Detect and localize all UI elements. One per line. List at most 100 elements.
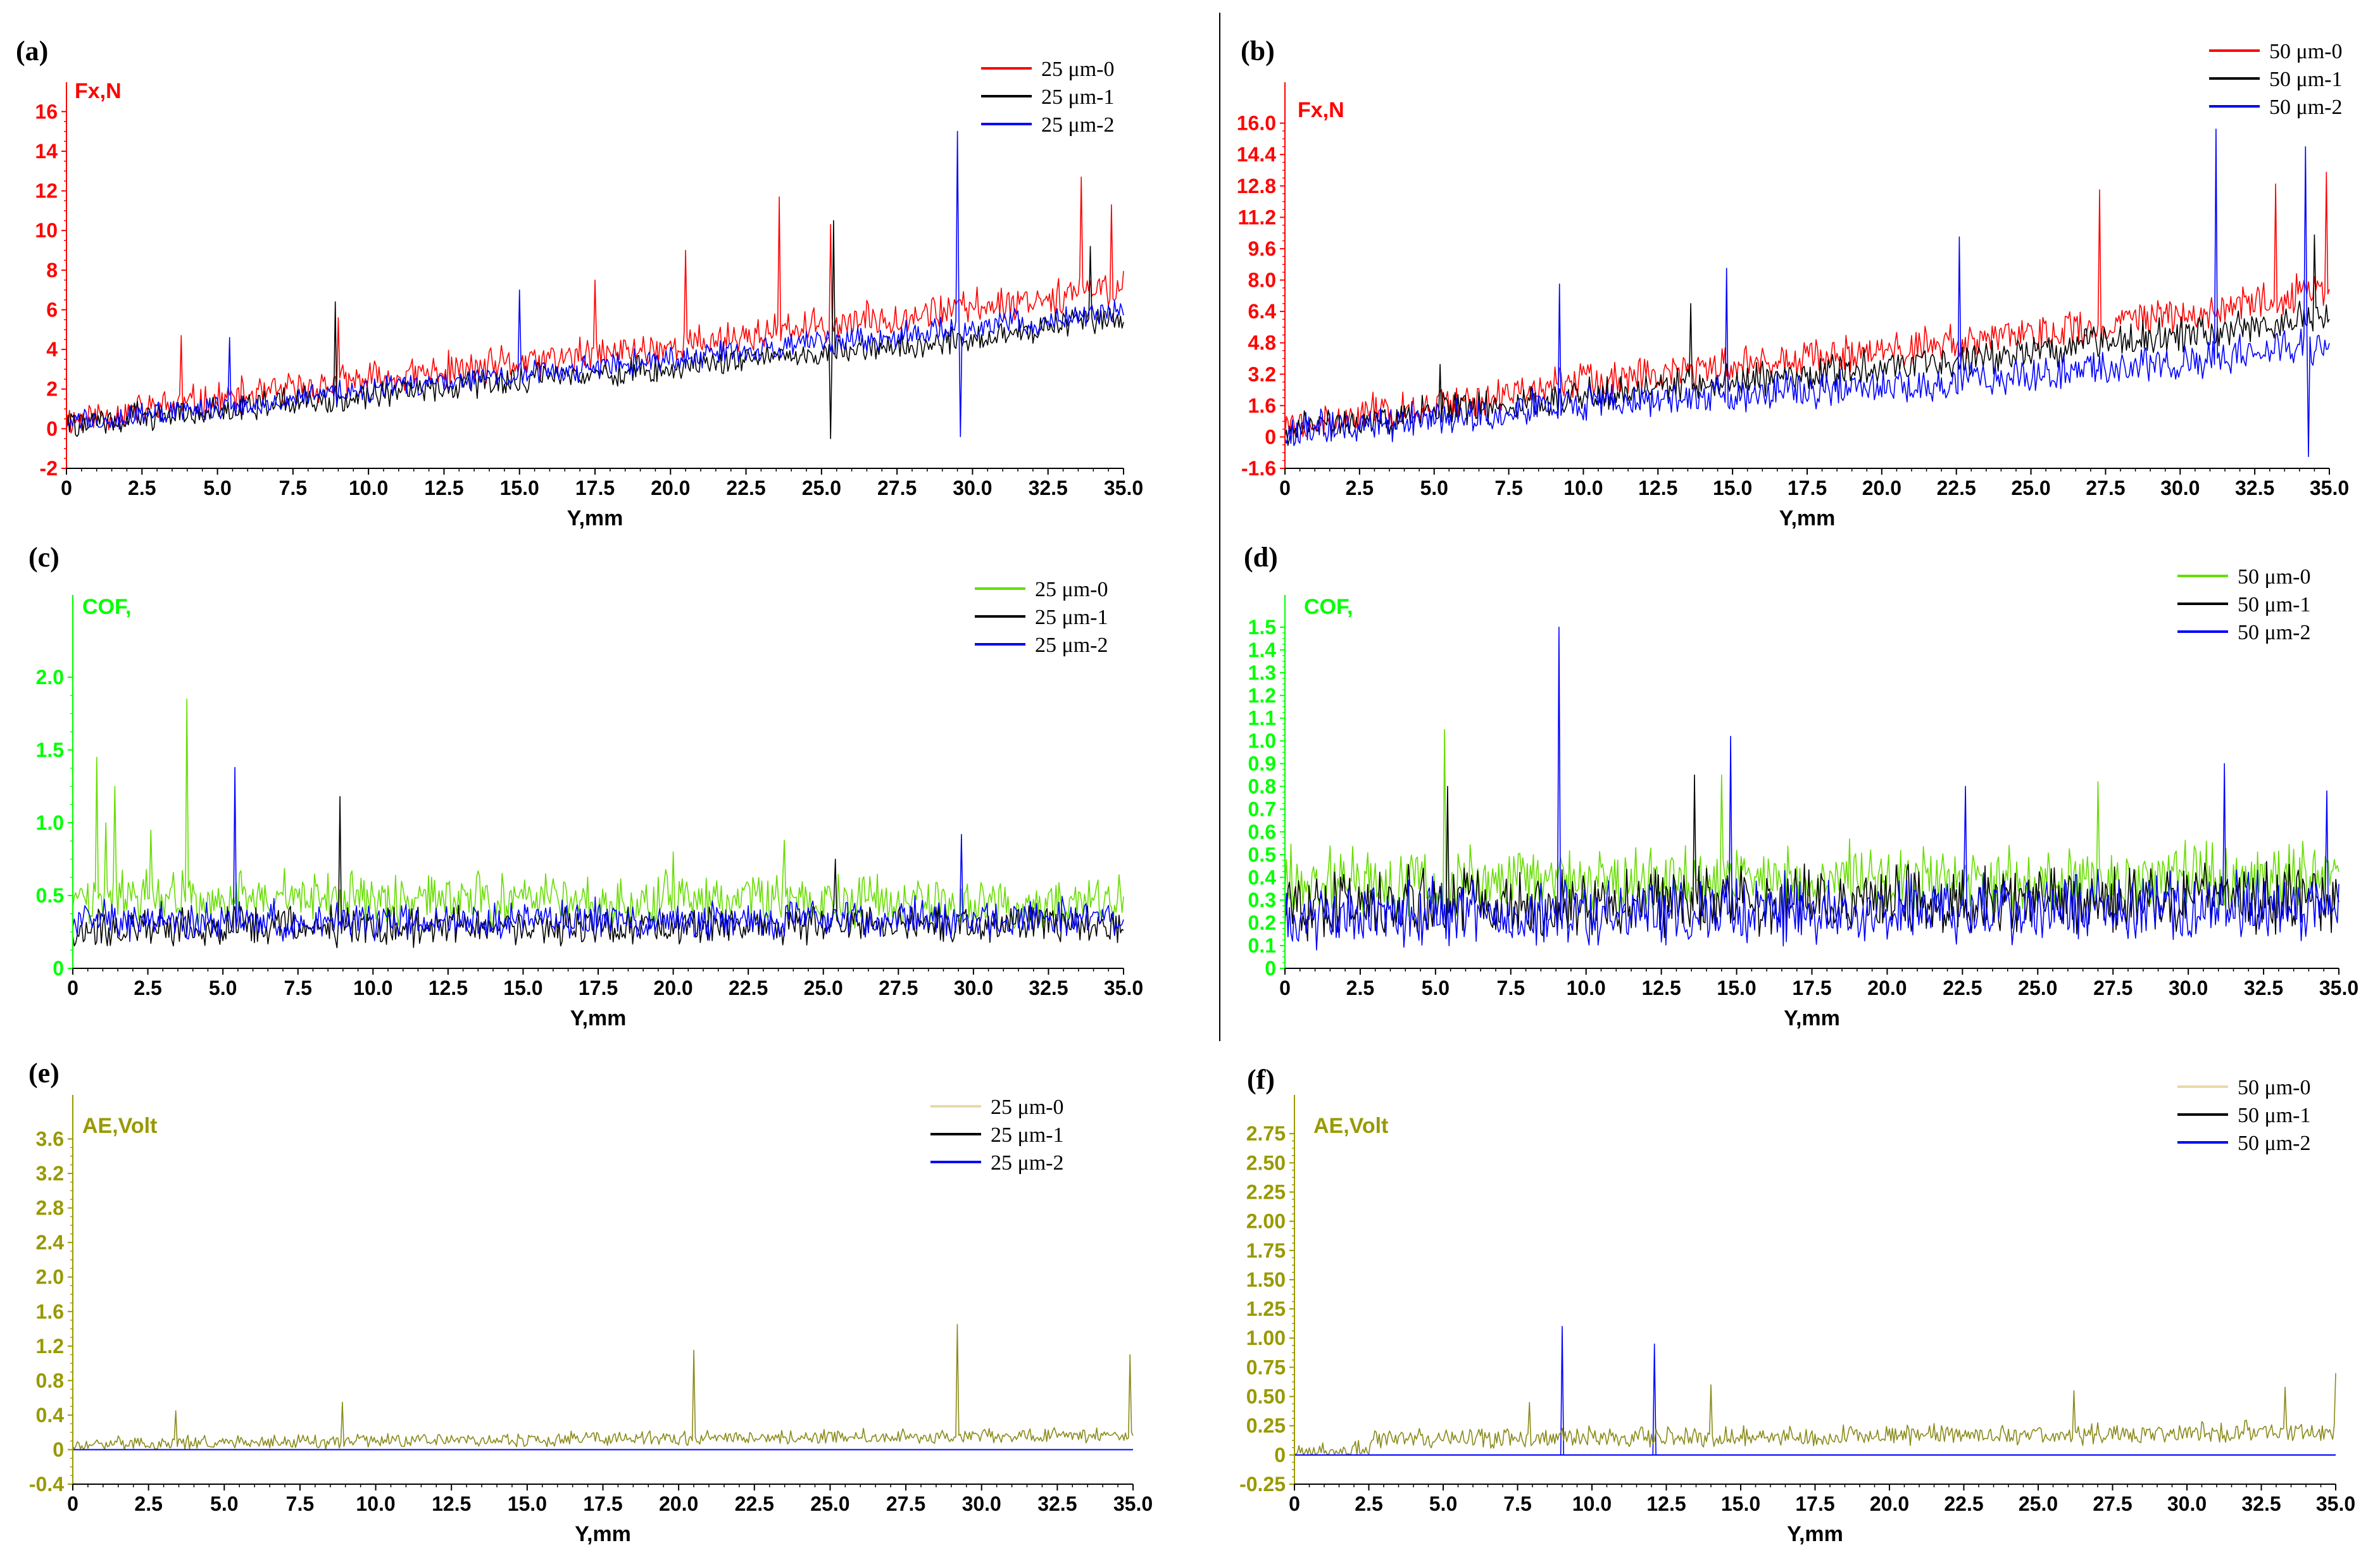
legend-label: 25 μm-2 xyxy=(1035,634,1108,657)
x-tick-label: 12.5 xyxy=(424,477,463,499)
y-tick-label: 2.00 xyxy=(1246,1210,1286,1233)
y-tick-label: 0.9 xyxy=(1248,753,1276,775)
x-tick-label: 22.5 xyxy=(1937,477,1976,499)
x-tick-label: 7.5 xyxy=(1494,477,1522,499)
y-axis-label: COF, xyxy=(1304,595,1353,619)
y-tick-label: 0.6 xyxy=(1248,820,1276,843)
x-tick-label: 0 xyxy=(61,477,72,499)
x-tick-label: 0 xyxy=(67,977,78,999)
y-tick-label: 1.6 xyxy=(36,1300,64,1323)
x-tick-label: 10.0 xyxy=(1563,477,1603,499)
x-tick-label: 2.5 xyxy=(1355,1492,1382,1515)
x-tick-label: 5.0 xyxy=(210,1492,238,1515)
x-tick-label: 15.0 xyxy=(500,477,539,499)
legend-label: 50 μm-0 xyxy=(2269,40,2343,63)
legend-label: 50 μm-0 xyxy=(2238,1076,2311,1099)
y-tick-label: 3.2 xyxy=(1248,363,1276,385)
x-tick-label: 7.5 xyxy=(279,477,307,499)
x-tick-label: 17.5 xyxy=(579,977,618,999)
x-tick-label: 30.0 xyxy=(2167,1492,2207,1515)
legend-label: 25 μm-2 xyxy=(1041,113,1115,137)
x-tick-label: 7.5 xyxy=(1503,1492,1531,1515)
x-tick-label: 35.0 xyxy=(2319,977,2358,999)
y-tick-label: 4 xyxy=(46,338,58,361)
series-line-25-m-2 xyxy=(72,766,1124,942)
x-tick-label: 15.0 xyxy=(503,977,542,999)
y-tick-label: 2.0 xyxy=(36,1266,64,1289)
x-axis-label: Y,mm xyxy=(1784,1006,1840,1030)
chart-d: (d) 00.10.20.30.40.50.60.70.80.91.01.11.2… xyxy=(1244,542,2358,1030)
x-tick-label: 5.0 xyxy=(1420,477,1448,499)
y-tick-label: 0 xyxy=(1265,425,1276,448)
x-tick-label: 10.0 xyxy=(1567,977,1606,999)
y-tick-label: 0 xyxy=(53,1438,64,1461)
panel-label: (d) xyxy=(1244,542,1278,573)
y-tick-label: 1.2 xyxy=(36,1335,64,1358)
y-tick-label: 1.0 xyxy=(1248,730,1276,753)
chart-b: (b)-1.601.63.24.86.48.09.611.212.814.416… xyxy=(1237,35,2349,530)
x-tick-label: 12.5 xyxy=(432,1492,471,1515)
legend-label: 25 μm-2 xyxy=(991,1151,1064,1175)
panel-label: (b) xyxy=(1241,35,1275,66)
x-tick-label: 17.5 xyxy=(1795,1492,1834,1515)
y-tick-label: 0 xyxy=(1274,1444,1286,1466)
y-tick-label: 0 xyxy=(53,957,64,980)
y-tick-label: 6 xyxy=(46,298,58,321)
legend-label: 50 μm-1 xyxy=(2238,593,2311,616)
series-line-25-m-0 xyxy=(72,698,1124,930)
y-tick-label: 2.8 xyxy=(36,1197,64,1220)
y-tick-label: 1.4 xyxy=(1248,639,1277,661)
y-tick-label: 0.3 xyxy=(1248,889,1276,911)
legend-label: 50 μm-1 xyxy=(2269,68,2343,91)
y-tick-label: 16.0 xyxy=(1237,112,1276,135)
x-tick-label: 10.0 xyxy=(349,477,388,499)
x-tick-label: 5.0 xyxy=(209,977,237,999)
series-line-25-m-2 xyxy=(66,130,1124,437)
x-tick-label: 10.0 xyxy=(356,1492,395,1515)
x-tick-label: 32.5 xyxy=(1037,1492,1077,1515)
x-axis-label: Y,mm xyxy=(1779,506,1836,530)
x-tick-label: 7.5 xyxy=(286,1492,314,1515)
y-tick-label: 1.6 xyxy=(1248,394,1276,417)
panel-label: (e) xyxy=(28,1058,60,1089)
y-axis-label: Fx,N xyxy=(1298,98,1344,122)
y-tick-label: 1.0 xyxy=(36,811,64,834)
y-tick-label: 1.5 xyxy=(36,739,64,761)
x-tick-label: 25.0 xyxy=(2019,1492,2058,1515)
x-tick-label: 0 xyxy=(1279,477,1291,499)
x-tick-label: 15.0 xyxy=(1721,1492,1760,1515)
x-tick-label: 20.0 xyxy=(1870,1492,1909,1515)
x-tick-label: 25.0 xyxy=(2018,977,2057,999)
x-axis-label: Y,mm xyxy=(567,506,623,530)
legend-label: 50 μm-2 xyxy=(2269,96,2343,119)
x-tick-label: 30.0 xyxy=(953,477,992,499)
legend-label: 50 μm-2 xyxy=(2238,621,2311,644)
y-tick-label: 0.8 xyxy=(1248,775,1276,798)
y-tick-label: 9.6 xyxy=(1248,237,1276,260)
y-tick-label: 2.75 xyxy=(1246,1122,1286,1145)
x-tick-label: 27.5 xyxy=(2093,977,2133,999)
y-tick-label: 11.2 xyxy=(1237,206,1276,228)
x-tick-label: 35.0 xyxy=(1104,477,1143,499)
x-tick-label: 30.0 xyxy=(2169,977,2208,999)
y-tick-label: 2.25 xyxy=(1246,1180,1286,1203)
x-tick-label: 12.5 xyxy=(1638,477,1677,499)
x-tick-label: 27.5 xyxy=(877,477,917,499)
y-tick-label: 14 xyxy=(35,140,58,163)
y-tick-label: 1.75 xyxy=(1246,1239,1286,1262)
chart-e: (e)-0.400.40.81.21.62.02.42.83.23.60 2.5 5… xyxy=(28,1058,1153,1546)
y-tick-label: -0.4 xyxy=(29,1473,64,1496)
y-tick-label: 12.8 xyxy=(1237,175,1276,197)
y-tick-label: 2 xyxy=(46,378,58,401)
x-tick-label: 10.0 xyxy=(353,977,392,999)
x-tick-label: 22.5 xyxy=(735,1492,774,1515)
x-tick-label: 2.5 xyxy=(134,1492,162,1515)
y-axis-label: Fx,N xyxy=(75,79,122,103)
x-axis-label: Y,mm xyxy=(1787,1522,1843,1546)
x-tick-label: 35.0 xyxy=(2310,477,2349,499)
series-line-ae-trace xyxy=(1294,1373,2336,1456)
y-tick-label: 2.50 xyxy=(1246,1151,1286,1174)
y-tick-label: 0.4 xyxy=(36,1404,65,1427)
x-tick-label: 17.5 xyxy=(575,477,615,499)
